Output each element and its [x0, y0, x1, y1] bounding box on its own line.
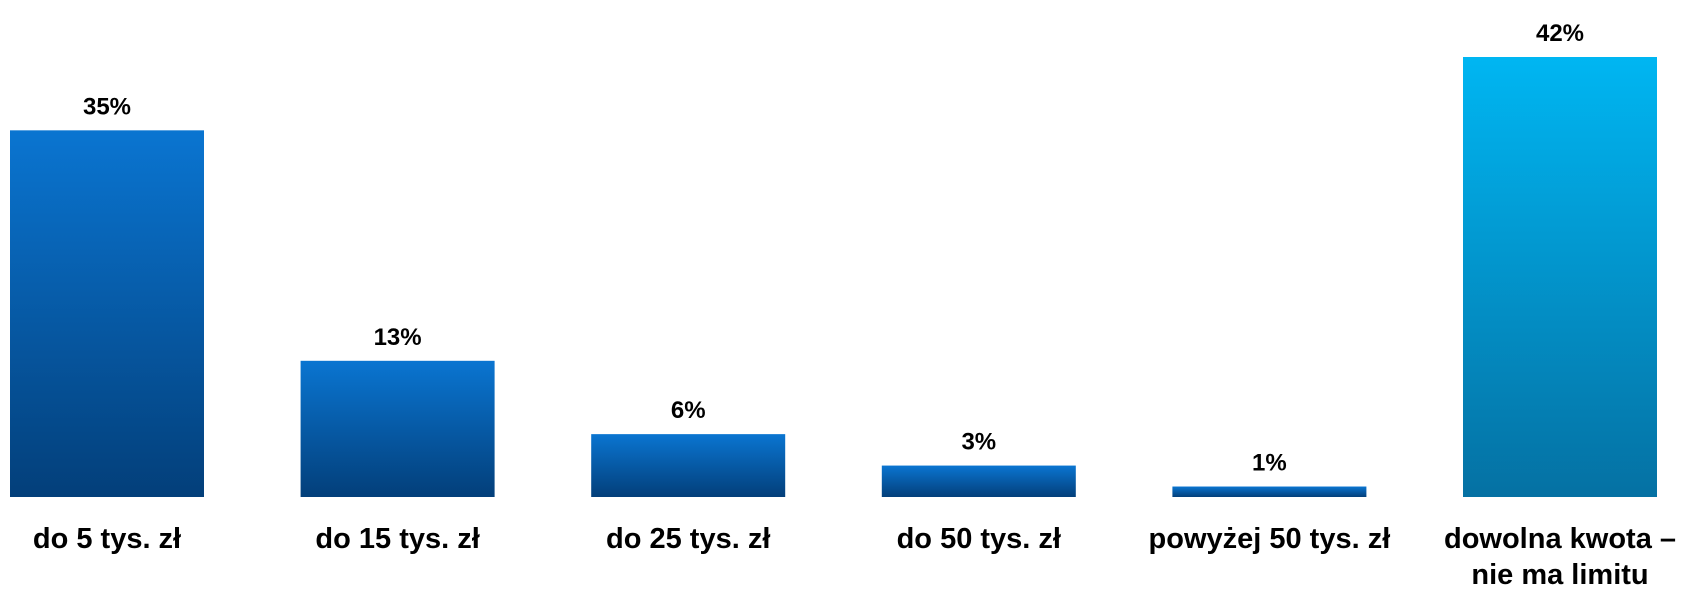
- value-label-dowolna-kwota-nie-ma-limitu: 42%: [1536, 20, 1584, 47]
- value-label-do-5-tys-zl: 35%: [83, 93, 131, 120]
- category-labels-layer: do 5 tys. zł do 15 tys. zł do 25 tys. zł do…: [33, 523, 1676, 591]
- bar-do-5-tys-zl: [10, 130, 204, 498]
- value-label-do-25-tys-zl: 6%: [671, 397, 706, 424]
- value-label-powyzej-50-tys-zl: 1%: [1252, 450, 1287, 477]
- category-label-do-50-tys-zl: do 50 tys. zł: [897, 523, 1061, 555]
- category-label-do-5-tys-zl: do 5 tys. zł: [33, 523, 181, 555]
- value-label-do-15-tys-zl: 13%: [374, 324, 422, 351]
- category-label-do-25-tys-zl: do 25 tys. zł: [606, 523, 770, 555]
- bars-layer: [10, 57, 1657, 498]
- value-labels-layer: 35% 13% 6% 3% 1% 42%: [83, 20, 1584, 477]
- bar-do-25-tys-zl: [591, 434, 786, 497]
- bar-do-50-tys-zl: [881, 465, 1076, 497]
- value-label-do-50-tys-zl: 3%: [961, 429, 996, 456]
- bar-dowolna-kwota-nie-ma-limitu: [1463, 57, 1657, 497]
- bar-do-15-tys-zl: [300, 360, 495, 497]
- bar-powyzej-50-tys-zl: [1172, 486, 1367, 497]
- category-label-do-15-tys-zl: do 15 tys. zł: [315, 523, 479, 555]
- category-label-dowolna-kwota-nie-ma-limitu: dowolna kwota – nie ma limitu: [1444, 523, 1676, 591]
- category-label-powyzej-50-tys-zl: powyżej 50 tys. zł: [1149, 523, 1391, 555]
